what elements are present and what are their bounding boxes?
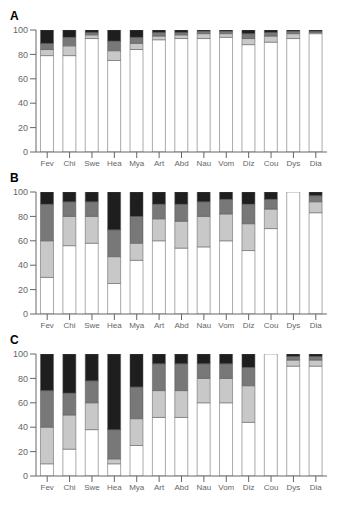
svg-text:80: 80 — [18, 50, 28, 60]
svg-text:Fev: Fev — [41, 483, 54, 492]
svg-text:100: 100 — [13, 349, 28, 359]
svg-text:Nau: Nau — [197, 321, 212, 330]
svg-text:Hea: Hea — [107, 483, 122, 492]
svg-text:40: 40 — [18, 422, 28, 432]
html-text:B: B — [10, 171, 19, 185]
svg-text:Chi: Chi — [64, 159, 76, 168]
svg-text:Vom: Vom — [218, 321, 234, 330]
svg-text:Fev: Fev — [41, 159, 54, 168]
svg-text:Mya: Mya — [129, 159, 145, 168]
svg-text:Abd: Abd — [174, 159, 188, 168]
svg-text:Cou: Cou — [264, 321, 279, 330]
svg-text:Mya: Mya — [129, 321, 145, 330]
html-text:A: A — [10, 9, 19, 23]
svg-text:40: 40 — [18, 98, 28, 108]
svg-text:Nau: Nau — [197, 483, 212, 492]
svg-text:0: 0 — [23, 471, 28, 481]
svg-text:80: 80 — [18, 374, 28, 384]
svg-text:Dia: Dia — [310, 321, 323, 330]
svg-text:Chi: Chi — [64, 321, 76, 330]
svg-text:40: 40 — [18, 260, 28, 270]
svg-text:80: 80 — [18, 212, 28, 222]
svg-text:Diz: Diz — [243, 483, 255, 492]
svg-text:Hea: Hea — [107, 159, 122, 168]
svg-text:Art: Art — [154, 483, 165, 492]
svg-text:Hea: Hea — [107, 321, 122, 330]
svg-text:Dys: Dys — [287, 321, 301, 330]
svg-text:20: 20 — [18, 123, 28, 133]
svg-text:Cou: Cou — [264, 159, 279, 168]
svg-text:Nau: Nau — [197, 159, 212, 168]
svg-text:Art: Art — [154, 321, 165, 330]
html-text:C: C — [10, 333, 19, 347]
svg-text:Swe: Swe — [84, 483, 100, 492]
svg-text:20: 20 — [18, 285, 28, 295]
svg-text:0: 0 — [23, 309, 28, 319]
svg-text:20: 20 — [18, 447, 28, 457]
svg-text:100: 100 — [13, 187, 28, 197]
svg-text:60: 60 — [18, 236, 28, 246]
svg-text:Diz: Diz — [243, 321, 255, 330]
svg-text:Dys: Dys — [287, 483, 301, 492]
svg-text:Mya: Mya — [129, 483, 145, 492]
svg-text:Vom: Vom — [218, 483, 234, 492]
svg-text:Diz: Diz — [243, 159, 255, 168]
svg-text:Swe: Swe — [84, 321, 100, 330]
svg-text:60: 60 — [18, 398, 28, 408]
svg-text:Fev: Fev — [41, 321, 54, 330]
svg-text:Vom: Vom — [218, 159, 234, 168]
svg-text:Chi: Chi — [64, 483, 76, 492]
svg-text:0: 0 — [23, 147, 28, 157]
svg-text:Abd: Abd — [174, 483, 188, 492]
svg-text:60: 60 — [18, 74, 28, 84]
svg-text:Swe: Swe — [84, 159, 100, 168]
svg-text:Dia: Dia — [310, 159, 323, 168]
svg-text:Dys: Dys — [287, 159, 301, 168]
svg-text:Cou: Cou — [264, 483, 279, 492]
svg-text:Abd: Abd — [174, 321, 188, 330]
svg-text:100: 100 — [13, 25, 28, 35]
svg-text:Art: Art — [154, 159, 165, 168]
svg-text:Dia: Dia — [310, 483, 323, 492]
